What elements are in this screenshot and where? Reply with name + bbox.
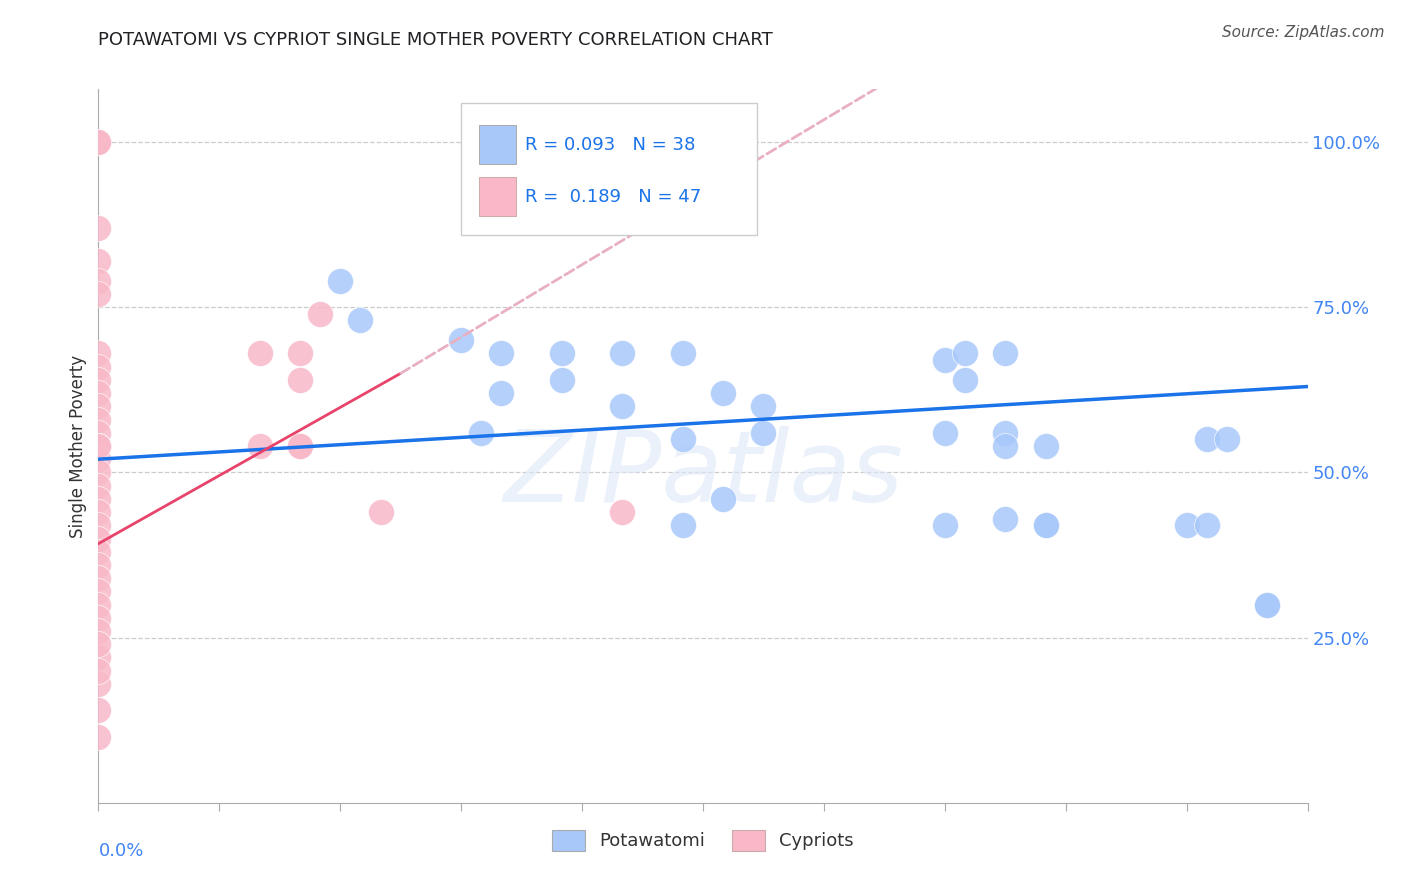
Point (934, 353, 956, 368)
Point (994, 511, 1017, 525)
Point (87, 373, 110, 387)
Point (953, 373, 976, 387)
Point (87, 478, 110, 492)
Point (87, 254, 110, 268)
Point (87, 439, 110, 453)
Point (87, 611, 110, 625)
Point (349, 313, 371, 327)
Point (612, 346, 634, 360)
Text: ZIPatlas: ZIPatlas (503, 426, 903, 523)
Point (1035, 439, 1057, 453)
Point (288, 439, 311, 453)
Point (87, 346, 110, 360)
Text: POTAWATOMI VS CYPRIOT SINGLE MOTHER POVERTY CORRELATION CHART: POTAWATOMI VS CYPRIOT SINGLE MOTHER POVE… (98, 31, 773, 49)
Text: R = 0.093   N = 38: R = 0.093 N = 38 (526, 136, 696, 153)
Point (87, 545, 110, 559)
Point (470, 425, 492, 440)
Point (87, 274, 110, 288)
Point (934, 425, 956, 440)
Point (87, 439, 110, 453)
Point (87, 135, 110, 149)
Point (87, 400, 110, 414)
Point (87, 359, 110, 374)
Point (953, 346, 976, 360)
Point (1035, 518, 1057, 533)
Point (1195, 433, 1218, 447)
Point (87, 650, 110, 665)
Point (612, 505, 634, 519)
Point (370, 505, 392, 519)
Point (551, 373, 574, 387)
Text: Source: ZipAtlas.com: Source: ZipAtlas.com (1222, 25, 1385, 40)
FancyBboxPatch shape (479, 177, 516, 216)
Point (87, 518, 110, 533)
Point (87, 425, 110, 440)
Point (329, 274, 352, 288)
Point (1216, 433, 1239, 447)
Legend: Potawatomi, Cypriots: Potawatomi, Cypriots (546, 822, 860, 858)
Point (87, 221, 110, 235)
FancyBboxPatch shape (479, 125, 516, 164)
Point (87, 135, 110, 149)
Point (672, 346, 695, 360)
Point (994, 425, 1017, 440)
FancyBboxPatch shape (461, 103, 758, 235)
Point (1256, 598, 1278, 612)
Point (1195, 518, 1218, 533)
Point (87, 386, 110, 401)
Point (450, 333, 472, 347)
Point (87, 571, 110, 585)
Point (87, 637, 110, 651)
Point (87, 730, 110, 744)
Point (711, 491, 734, 506)
Point (87, 558, 110, 572)
Point (551, 346, 574, 360)
Point (752, 400, 775, 414)
Point (1175, 518, 1198, 533)
Point (1256, 598, 1278, 612)
Point (249, 439, 271, 453)
Point (87, 598, 110, 612)
Point (87, 703, 110, 717)
Point (491, 386, 513, 401)
Point (491, 346, 513, 360)
Point (87, 135, 110, 149)
Point (309, 307, 332, 321)
Point (87, 677, 110, 691)
Point (87, 532, 110, 546)
Point (87, 624, 110, 638)
Point (672, 518, 695, 533)
Point (87, 466, 110, 480)
Point (87, 439, 110, 453)
Text: 0.0%: 0.0% (98, 842, 143, 860)
Point (87, 412, 110, 426)
Point (288, 346, 311, 360)
Point (934, 518, 956, 533)
Point (87, 287, 110, 301)
Point (87, 439, 110, 453)
Point (752, 425, 775, 440)
Point (1035, 518, 1057, 533)
Y-axis label: Single Mother Poverty: Single Mother Poverty (69, 354, 87, 538)
Point (249, 346, 271, 360)
Point (87, 584, 110, 599)
Point (994, 439, 1017, 453)
Point (87, 135, 110, 149)
Point (288, 439, 311, 453)
Point (87, 135, 110, 149)
Point (672, 433, 695, 447)
Point (87, 505, 110, 519)
Point (87, 452, 110, 467)
Point (87, 491, 110, 506)
Point (87, 664, 110, 678)
Point (612, 400, 634, 414)
Point (994, 346, 1017, 360)
Point (288, 373, 311, 387)
Point (711, 386, 734, 401)
Text: R =  0.189   N = 47: R = 0.189 N = 47 (526, 188, 702, 206)
